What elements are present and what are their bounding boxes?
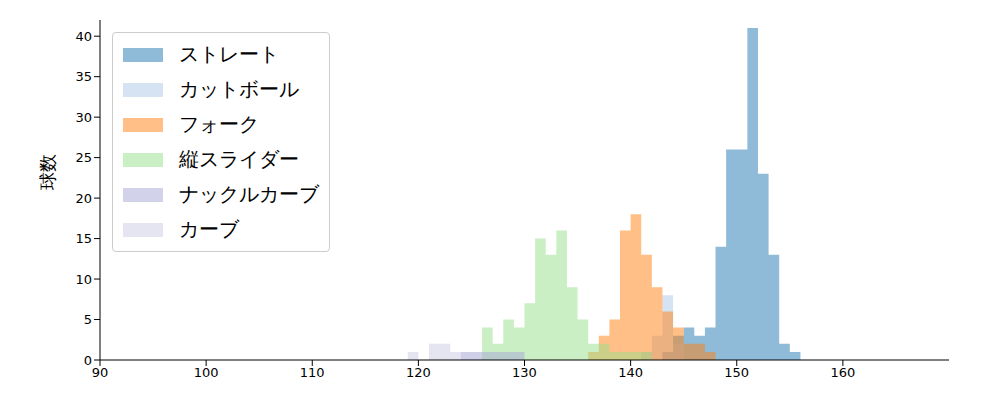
svg-text:10: 10	[75, 272, 92, 287]
svg-text:25: 25	[75, 150, 92, 165]
svg-text:球数: 球数	[37, 154, 58, 190]
svg-text:90: 90	[92, 365, 109, 380]
svg-text:15: 15	[75, 231, 92, 246]
svg-text:110: 110	[300, 365, 325, 380]
svg-text:40: 40	[75, 29, 92, 44]
svg-text:150: 150	[724, 365, 749, 380]
svg-text:35: 35	[75, 69, 92, 84]
svg-text:20: 20	[75, 191, 92, 206]
html-text:フォーク: フォーク	[179, 112, 259, 136]
svg-text:160: 160	[830, 365, 855, 380]
html-text:ナックルカーブ: ナックルカーブ	[179, 182, 319, 206]
svg-text:0: 0	[84, 353, 92, 368]
html-text:ストレート: ストレート	[179, 42, 279, 66]
html-text:縦スライダー: 縦スライダー	[179, 147, 299, 171]
html-text:カットボール: カットボール	[179, 77, 299, 101]
svg-text:130: 130	[512, 365, 537, 380]
svg-text:120: 120	[406, 365, 431, 380]
svg-text:30: 30	[75, 110, 92, 125]
svg-text:5: 5	[84, 312, 92, 327]
svg-text:100: 100	[194, 365, 219, 380]
svg-text:140: 140	[618, 365, 643, 380]
html-text:カーブ: カーブ	[179, 217, 239, 241]
